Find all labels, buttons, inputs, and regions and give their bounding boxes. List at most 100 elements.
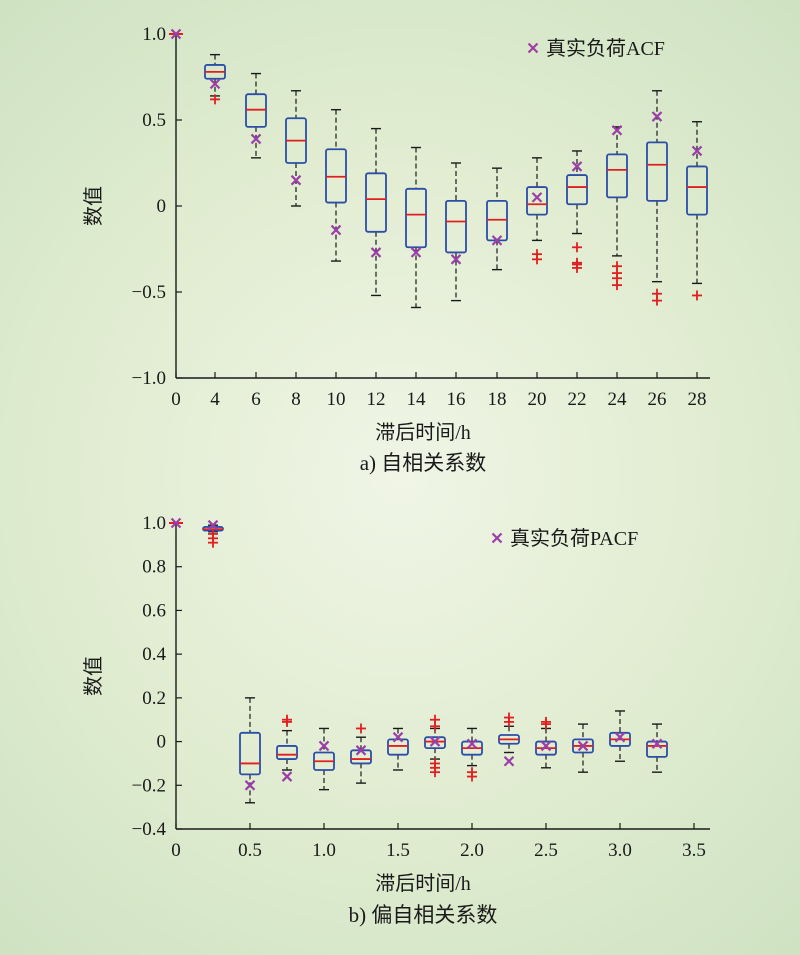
true-value-marker [209, 78, 221, 90]
x-axis-label: 滞后时间/h [375, 872, 471, 895]
y-tick-label: 1.0 [142, 24, 166, 45]
x-tick-label: 0 [171, 389, 181, 410]
x-tick-label: 2.0 [460, 840, 484, 861]
x-tick-label: 16 [447, 389, 466, 410]
true-value-marker [577, 740, 589, 752]
box-2 [245, 72, 267, 159]
y-tick-label: 0.8 [142, 557, 166, 578]
y-axis-label: 数值 [82, 656, 105, 696]
true-value-marker [611, 125, 623, 136]
box-1 [202, 524, 224, 548]
box-4 [325, 108, 347, 262]
true-value-marker [170, 517, 182, 529]
legend-marker [527, 42, 539, 54]
y-tick-label: 0.6 [142, 600, 166, 621]
outlier-marker [504, 716, 514, 727]
true-value-marker [355, 745, 367, 756]
x-tick-label: 2.5 [534, 840, 558, 861]
box-10 [566, 150, 588, 273]
true-value-marker [370, 247, 382, 258]
box-11 [606, 126, 628, 291]
true-value-marker [651, 111, 663, 122]
outlier-marker [612, 280, 622, 291]
outlier-marker [572, 262, 582, 273]
iqr-box [686, 165, 708, 216]
true-value-marker [170, 28, 182, 40]
outlier-marker [282, 714, 292, 725]
x-tick-label: 22 [568, 389, 587, 410]
iqr-box [526, 186, 548, 216]
outlier-marker [430, 767, 440, 778]
legend-label: 真实负荷PACF [510, 527, 638, 550]
box-3 [276, 714, 298, 771]
x-tick-label: 4 [210, 389, 220, 410]
iqr-box [239, 731, 261, 776]
x-axis-label: 滞后时间/h [375, 421, 471, 444]
true-value-marker [503, 755, 515, 767]
true-value-marker [290, 174, 302, 186]
panel-caption: b) 偏自相关系数 [349, 903, 498, 927]
legend-label: 真实负荷ACF [546, 37, 665, 60]
outlier-marker [532, 254, 542, 265]
true-value-marker [571, 161, 583, 172]
box-5 [350, 723, 372, 784]
outlier-marker [572, 242, 582, 253]
true-value-marker [531, 192, 543, 203]
x-tick-label: 0 [171, 840, 181, 861]
x-tick-label: 10 [327, 389, 346, 410]
iqr-box [646, 141, 668, 202]
true-value-marker [244, 780, 256, 791]
y-tick-label: 0.5 [142, 110, 166, 131]
y-axis-label: 数值 [82, 186, 105, 226]
true-value-marker [450, 254, 462, 265]
panel-caption: a) 自相关系数 [360, 451, 487, 475]
box-3 [285, 90, 307, 207]
x-tick-label: 24 [608, 389, 628, 410]
outlier-marker [208, 537, 218, 548]
box-5 [365, 127, 387, 297]
x-tick-label: 3.0 [608, 840, 632, 861]
box-12 [609, 710, 631, 762]
y-tick-label: 0.2 [142, 688, 166, 709]
x-tick-label: 26 [648, 389, 667, 410]
x-tick-label: 12 [367, 389, 386, 410]
iqr-box [646, 740, 668, 758]
true-value-marker [429, 736, 441, 747]
iqr-box [405, 187, 427, 249]
box-13 [686, 121, 708, 301]
iqr-box [606, 153, 628, 199]
iqr-box [445, 199, 467, 254]
x-tick-label: 14 [407, 389, 427, 410]
true-value-marker [330, 224, 342, 236]
true-value-marker [466, 738, 478, 750]
panel-acf: −1.0 −0.5 0 0.5 1.0 0 4 6 8 10 12 14 16 18 20 22 24 26 28 真… [82, 24, 710, 475]
y-tick-label: 0 [157, 196, 167, 217]
outlier-marker [430, 721, 440, 732]
true-value-marker [281, 771, 293, 782]
y-tick-label: 1.0 [142, 513, 166, 534]
x-tick-label: 20 [528, 389, 547, 410]
box-8 [461, 727, 483, 782]
box-7 [445, 162, 467, 302]
true-value-marker [392, 731, 404, 743]
y-tick-label: 0.4 [142, 644, 166, 665]
iqr-box [276, 745, 298, 760]
x-tick-label: 1.5 [386, 840, 410, 861]
true-value-marker [540, 740, 552, 752]
y-tick-label: −0.4 [132, 819, 167, 840]
x-tick-label: 8 [291, 389, 301, 410]
y-tick-label: −1.0 [132, 368, 166, 389]
box-10 [535, 716, 557, 769]
x-tick-label: 0.5 [238, 840, 262, 861]
true-value-marker [207, 519, 219, 531]
box-6 [387, 727, 409, 771]
box-13 [646, 723, 668, 773]
box-12 [646, 90, 668, 306]
true-value-marker [491, 235, 503, 246]
outlier-marker [356, 723, 366, 734]
y-tick-label: −0.2 [132, 775, 166, 796]
outlier-marker [541, 719, 551, 730]
outlier-marker [652, 295, 662, 306]
box-8 [486, 167, 508, 271]
